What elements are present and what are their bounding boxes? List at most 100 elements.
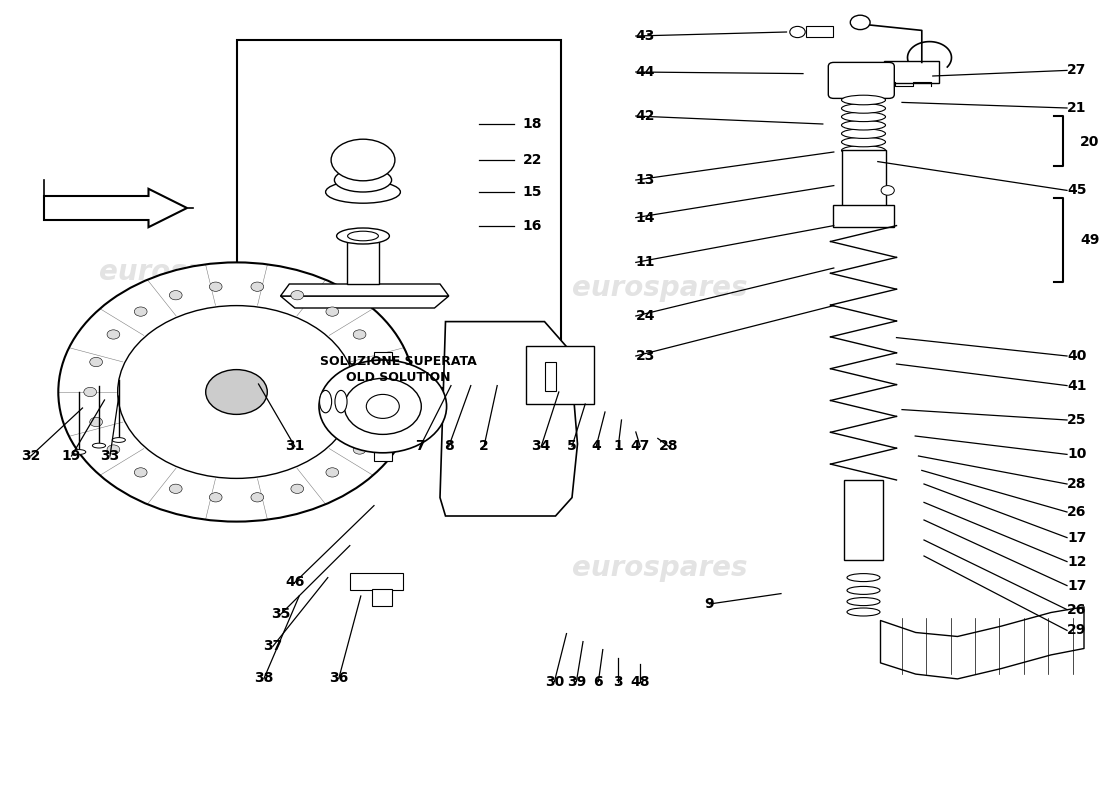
Polygon shape xyxy=(440,322,578,516)
Text: 21: 21 xyxy=(1067,101,1087,115)
Circle shape xyxy=(84,387,97,397)
Ellipse shape xyxy=(842,146,886,155)
Text: 15: 15 xyxy=(522,185,542,199)
Text: 8: 8 xyxy=(444,439,453,454)
Circle shape xyxy=(107,330,120,339)
FancyBboxPatch shape xyxy=(350,573,403,590)
FancyBboxPatch shape xyxy=(372,589,392,606)
Circle shape xyxy=(353,445,366,454)
Ellipse shape xyxy=(112,438,125,442)
Text: 32: 32 xyxy=(21,449,41,463)
Circle shape xyxy=(881,186,894,195)
Text: 46: 46 xyxy=(285,575,305,590)
Circle shape xyxy=(118,306,355,478)
Circle shape xyxy=(58,262,415,522)
Text: 17: 17 xyxy=(1067,530,1087,545)
Text: 45: 45 xyxy=(1067,183,1087,198)
Circle shape xyxy=(107,445,120,454)
Text: 27: 27 xyxy=(1067,63,1087,78)
Text: 13: 13 xyxy=(636,173,656,187)
FancyBboxPatch shape xyxy=(828,62,894,98)
Text: 5: 5 xyxy=(568,439,576,454)
Text: 28: 28 xyxy=(1067,477,1087,491)
Circle shape xyxy=(209,493,222,502)
Ellipse shape xyxy=(331,139,395,181)
Text: 10: 10 xyxy=(1067,447,1087,462)
Text: 2: 2 xyxy=(480,439,488,454)
Ellipse shape xyxy=(73,450,86,454)
Circle shape xyxy=(206,370,267,414)
Polygon shape xyxy=(280,284,449,296)
Text: 47: 47 xyxy=(630,439,650,454)
Circle shape xyxy=(353,330,366,339)
Circle shape xyxy=(790,26,805,38)
Circle shape xyxy=(326,307,339,316)
FancyBboxPatch shape xyxy=(844,480,883,560)
Circle shape xyxy=(344,378,421,434)
Text: 39: 39 xyxy=(566,674,586,689)
Text: 11: 11 xyxy=(636,255,656,270)
Text: 26: 26 xyxy=(1067,602,1087,617)
Ellipse shape xyxy=(842,138,886,146)
Ellipse shape xyxy=(337,228,389,244)
Text: 6: 6 xyxy=(594,674,603,689)
Text: 38: 38 xyxy=(254,671,274,686)
Ellipse shape xyxy=(348,231,378,241)
Circle shape xyxy=(850,15,870,30)
Text: 26: 26 xyxy=(1067,505,1087,519)
Circle shape xyxy=(371,418,383,426)
Text: eurospares: eurospares xyxy=(99,258,275,286)
Text: 25: 25 xyxy=(1067,413,1087,427)
Ellipse shape xyxy=(847,598,880,606)
Ellipse shape xyxy=(842,120,886,130)
Text: 7: 7 xyxy=(416,439,425,454)
Text: 43: 43 xyxy=(636,29,656,43)
Circle shape xyxy=(366,394,399,418)
Circle shape xyxy=(326,468,339,477)
Circle shape xyxy=(290,484,304,494)
Text: 36: 36 xyxy=(329,671,349,686)
Circle shape xyxy=(376,387,389,397)
Text: 30: 30 xyxy=(544,674,564,689)
Text: 18: 18 xyxy=(522,117,542,131)
Circle shape xyxy=(134,468,147,477)
Circle shape xyxy=(209,282,222,291)
Text: 37: 37 xyxy=(263,639,283,654)
Ellipse shape xyxy=(334,168,392,192)
Text: 48: 48 xyxy=(630,674,650,689)
Text: 9: 9 xyxy=(705,597,714,611)
Circle shape xyxy=(90,358,102,366)
Text: SOLUZIONE SUPERATA: SOLUZIONE SUPERATA xyxy=(320,355,476,368)
Text: 4: 4 xyxy=(592,439,601,454)
Ellipse shape xyxy=(842,95,886,105)
Text: 42: 42 xyxy=(636,109,656,123)
Text: 33: 33 xyxy=(100,449,120,463)
Circle shape xyxy=(290,290,304,300)
Text: 23: 23 xyxy=(636,349,656,363)
Ellipse shape xyxy=(334,390,348,413)
Circle shape xyxy=(319,360,447,453)
FancyBboxPatch shape xyxy=(374,352,392,461)
Text: 20: 20 xyxy=(1080,134,1100,149)
Text: 3: 3 xyxy=(614,674,623,689)
Circle shape xyxy=(371,358,383,366)
Text: 44: 44 xyxy=(636,65,656,79)
Text: 24: 24 xyxy=(636,309,656,323)
FancyBboxPatch shape xyxy=(884,61,939,83)
Circle shape xyxy=(169,484,183,494)
Circle shape xyxy=(251,282,264,291)
Text: 35: 35 xyxy=(271,607,290,622)
Polygon shape xyxy=(280,296,449,308)
Text: 17: 17 xyxy=(1067,578,1087,593)
Text: 34: 34 xyxy=(531,439,551,454)
FancyBboxPatch shape xyxy=(236,40,561,388)
Circle shape xyxy=(251,493,264,502)
Ellipse shape xyxy=(847,608,880,616)
Ellipse shape xyxy=(92,443,106,448)
FancyArrow shape xyxy=(44,189,187,227)
Text: OLD SOLUTION: OLD SOLUTION xyxy=(345,371,451,384)
Text: 16: 16 xyxy=(522,218,542,233)
Ellipse shape xyxy=(319,390,332,413)
FancyBboxPatch shape xyxy=(526,346,594,404)
FancyBboxPatch shape xyxy=(842,150,886,208)
